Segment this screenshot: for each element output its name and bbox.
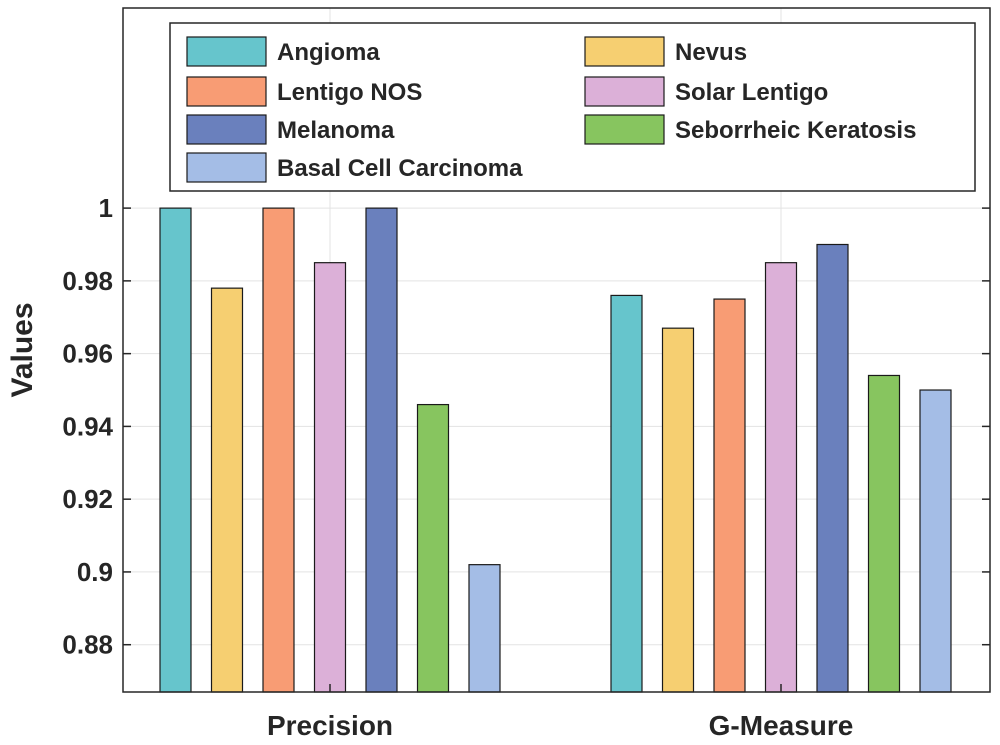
y-tick-label: 0.92 — [62, 484, 113, 514]
legend-box — [169, 22, 976, 192]
y-axis-label: Values — [6, 302, 39, 397]
legend-label-nevus: Nevus — [675, 39, 747, 66]
y-tick-label: 0.94 — [62, 411, 113, 441]
bar-basal-cell-carcinoma-g-measure — [919, 389, 952, 693]
y-ticks: 0.88 0.9 0.92 0.94 0.96 0.98 1 — [62, 193, 990, 660]
x-tick-label-precision: Precision — [267, 710, 393, 741]
axes-box — [122, 7, 991, 693]
legend-swatch-angioma — [186, 36, 267, 67]
bar-nevus-g-measure — [661, 327, 695, 693]
y-tick-label: 0.96 — [62, 339, 113, 369]
bars — [159, 207, 952, 693]
legend-label-angioma: Angioma — [277, 39, 380, 66]
legend-label-solar-lentigo: Solar Lentigo — [675, 79, 828, 106]
legend-swatch-solar-lentigo — [584, 76, 665, 107]
x-ticks: Precision G-Measure — [267, 684, 853, 741]
bar-melanoma-g-measure — [816, 243, 849, 693]
legend-label-basal-cell-carcinoma: Basal Cell Carcinoma — [277, 155, 523, 182]
bar-seborrheic-keratosis-precision — [416, 403, 450, 693]
bar-seborrheic-keratosis-g-measure — [867, 374, 901, 693]
legend-label-seborrheic-keratosis: Seborrheic Keratosis — [675, 117, 916, 144]
bar-melanoma-precision — [365, 207, 398, 693]
legend-swatch-seborrheic-keratosis — [584, 114, 665, 145]
legend-label-melanoma: Melanoma — [277, 117, 395, 144]
legend: Angioma Lentigo NOS Melanoma Basal Cell Car… — [169, 22, 976, 192]
legend-swatch-nevus — [584, 36, 665, 67]
y-tick-label: 0.98 — [62, 266, 113, 296]
y-tick-label: 0.88 — [62, 630, 113, 660]
bar-lentigo-nos-g-measure — [713, 298, 746, 693]
legend-swatch-melanoma — [186, 114, 267, 145]
bar-basal-cell-carcinoma-precision — [468, 564, 501, 693]
bar-nevus-precision — [210, 287, 244, 693]
bar-solar-lentigo-precision — [313, 262, 347, 693]
x-tick-label-g-measure: G-Measure — [709, 710, 854, 741]
y-tick-label: 0.9 — [77, 557, 113, 587]
legend-swatch-basal-cell-carcinoma — [186, 152, 267, 183]
legend-swatch-lentigo-nos — [186, 76, 267, 107]
y-tick-label: 1 — [99, 193, 113, 223]
legend-label-lentigo-nos: Lentigo NOS — [277, 79, 422, 106]
bar-lentigo-nos-precision — [262, 207, 295, 693]
bar-solar-lentigo-g-measure — [764, 262, 798, 693]
bar-angioma-precision — [159, 207, 192, 693]
bar-angioma-g-measure — [610, 294, 643, 693]
